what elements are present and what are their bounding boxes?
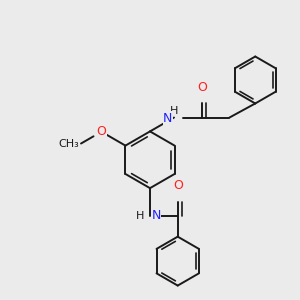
Text: H: H xyxy=(136,211,144,221)
Text: O: O xyxy=(97,125,106,138)
Text: N: N xyxy=(163,112,172,125)
Text: O: O xyxy=(197,81,207,94)
Text: CH₃: CH₃ xyxy=(58,139,80,148)
Text: N: N xyxy=(151,209,161,222)
Text: O: O xyxy=(173,179,183,193)
Text: H: H xyxy=(170,106,178,116)
